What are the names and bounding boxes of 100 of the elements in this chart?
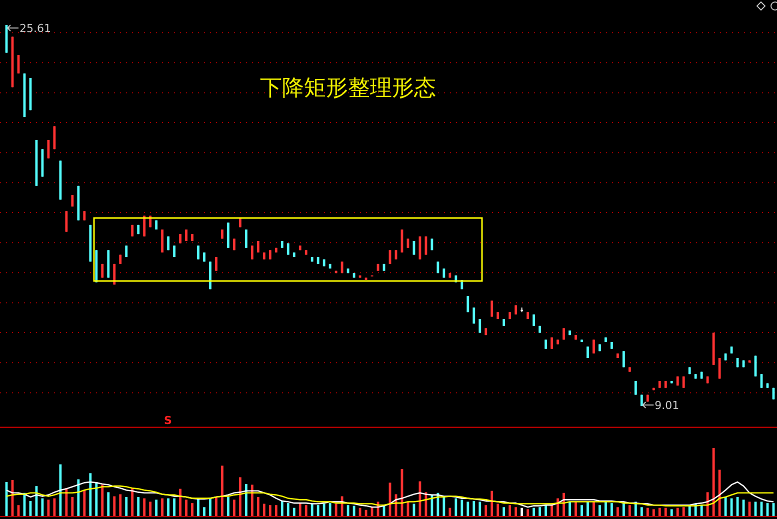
bar bbox=[676, 508, 679, 516]
bar bbox=[670, 509, 673, 516]
bar bbox=[598, 505, 601, 516]
bar bbox=[280, 501, 284, 516]
bar bbox=[268, 505, 272, 516]
bar bbox=[292, 508, 296, 516]
candlestick bbox=[544, 339, 547, 350]
bar bbox=[664, 508, 667, 516]
bar bbox=[640, 507, 643, 516]
bar bbox=[454, 498, 458, 516]
bar bbox=[514, 507, 518, 516]
bar bbox=[334, 504, 338, 516]
bar bbox=[47, 500, 50, 516]
bar bbox=[191, 503, 194, 516]
candlestick bbox=[244, 229, 248, 248]
candlestick bbox=[718, 358, 721, 380]
bar bbox=[490, 490, 494, 516]
bar bbox=[262, 504, 266, 516]
bar bbox=[89, 473, 92, 516]
bar bbox=[173, 498, 176, 516]
text: 下降矩形整理形态 bbox=[260, 76, 436, 101]
bar bbox=[221, 466, 224, 516]
bar bbox=[484, 505, 488, 516]
candlestick bbox=[197, 245, 200, 260]
bar bbox=[238, 477, 242, 516]
bar bbox=[562, 492, 565, 516]
bar bbox=[532, 508, 536, 516]
bar bbox=[538, 507, 542, 516]
bar bbox=[322, 504, 326, 516]
candlestick bbox=[514, 304, 518, 315]
candlestick bbox=[250, 245, 254, 260]
bar bbox=[652, 509, 655, 516]
bar bbox=[580, 505, 583, 516]
bar bbox=[256, 496, 260, 516]
bar bbox=[604, 502, 607, 516]
candlestick bbox=[466, 296, 470, 313]
bar bbox=[574, 502, 577, 516]
bar bbox=[185, 500, 188, 516]
bar bbox=[442, 496, 446, 516]
candlestick bbox=[634, 380, 637, 396]
bar bbox=[203, 507, 206, 516]
bar bbox=[215, 496, 218, 516]
annotation: 9.01 bbox=[654, 398, 680, 412]
bar bbox=[712, 448, 715, 516]
bar bbox=[622, 503, 625, 516]
candlestick bbox=[215, 256, 218, 272]
bar bbox=[125, 496, 128, 516]
bar bbox=[592, 502, 595, 516]
bar bbox=[143, 498, 146, 516]
bar bbox=[706, 492, 709, 516]
bar bbox=[466, 502, 470, 516]
bar bbox=[59, 464, 62, 516]
bar bbox=[658, 508, 661, 516]
bar bbox=[520, 508, 524, 516]
bar bbox=[227, 496, 230, 516]
bar bbox=[616, 507, 619, 516]
bar bbox=[502, 507, 506, 516]
bar bbox=[298, 503, 302, 516]
bar bbox=[233, 500, 236, 516]
bar bbox=[316, 505, 320, 516]
candlestick bbox=[622, 350, 625, 368]
bar bbox=[586, 502, 589, 516]
bar bbox=[346, 505, 350, 516]
bar bbox=[478, 502, 482, 516]
bar bbox=[41, 498, 44, 516]
bar bbox=[95, 482, 98, 516]
bar bbox=[496, 504, 500, 516]
candlestick bbox=[47, 139, 50, 159]
bar bbox=[149, 502, 152, 516]
bar bbox=[460, 500, 464, 516]
bar bbox=[556, 498, 559, 516]
bar bbox=[730, 498, 733, 516]
bar bbox=[155, 500, 158, 516]
bar bbox=[628, 505, 631, 516]
bar bbox=[472, 501, 476, 516]
bar bbox=[274, 505, 278, 516]
bar bbox=[161, 498, 164, 516]
candlestick bbox=[472, 307, 476, 324]
candlestick bbox=[478, 318, 482, 334]
bar bbox=[568, 502, 571, 516]
bar bbox=[137, 496, 140, 516]
bar bbox=[101, 484, 104, 516]
bar bbox=[131, 488, 134, 516]
bar bbox=[646, 508, 649, 516]
bar bbox=[209, 499, 212, 516]
bar bbox=[286, 503, 290, 516]
bar bbox=[83, 490, 86, 516]
candlestick bbox=[161, 229, 164, 253]
candlestick bbox=[83, 210, 86, 221]
bar bbox=[736, 496, 739, 516]
bar bbox=[167, 498, 170, 516]
candlestick bbox=[490, 300, 494, 318]
bar bbox=[71, 496, 74, 516]
bar bbox=[77, 479, 80, 516]
bar bbox=[430, 494, 434, 516]
candlestick bbox=[592, 339, 595, 354]
bar bbox=[310, 504, 314, 516]
bar bbox=[179, 488, 182, 516]
bar bbox=[197, 498, 200, 516]
bar bbox=[718, 470, 721, 516]
